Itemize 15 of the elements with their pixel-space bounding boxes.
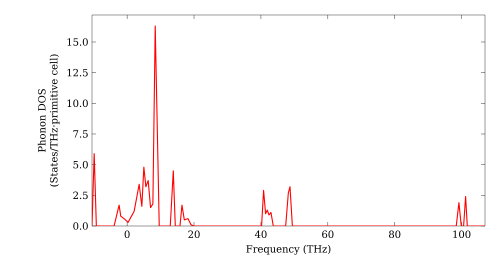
- x-tick-label: 60: [322, 230, 334, 238]
- y-tick-label: 2.5: [73, 192, 88, 200]
- y-axis-title: Phonon DOS (States/THz·primitive cell): [38, 54, 60, 186]
- y-tick-label: 10.0: [68, 100, 88, 108]
- x-tick-label: 100: [453, 230, 470, 238]
- x-tick-label: 40: [254, 230, 267, 238]
- x-axis-title: Frequency (THz): [246, 244, 330, 255]
- x-tick-label: 80: [389, 230, 400, 238]
- y-tick-label: 0.0: [73, 222, 88, 230]
- x-tick-label: 20: [188, 230, 200, 238]
- x-tick-label: 0: [124, 230, 130, 238]
- y-tick-label: 7.5: [73, 130, 88, 138]
- y-tick-label: 12.5: [68, 68, 88, 76]
- y-tick-label: 5.0: [73, 160, 88, 168]
- y-tick-label: 15.0: [68, 38, 88, 46]
